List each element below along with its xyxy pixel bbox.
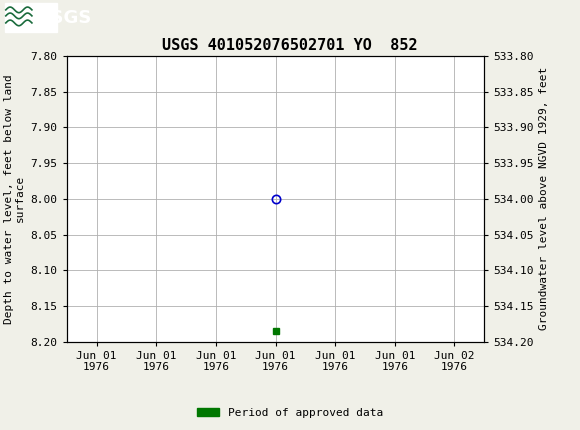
- Y-axis label: Depth to water level, feet below land
surface: Depth to water level, feet below land su…: [3, 74, 25, 324]
- FancyBboxPatch shape: [5, 3, 57, 32]
- Legend: Period of approved data: Period of approved data: [193, 403, 387, 422]
- Text: USGS: USGS: [36, 9, 91, 27]
- Y-axis label: Groundwater level above NGVD 1929, feet: Groundwater level above NGVD 1929, feet: [539, 67, 549, 331]
- Text: USGS 401052076502701 YO  852: USGS 401052076502701 YO 852: [162, 38, 418, 52]
